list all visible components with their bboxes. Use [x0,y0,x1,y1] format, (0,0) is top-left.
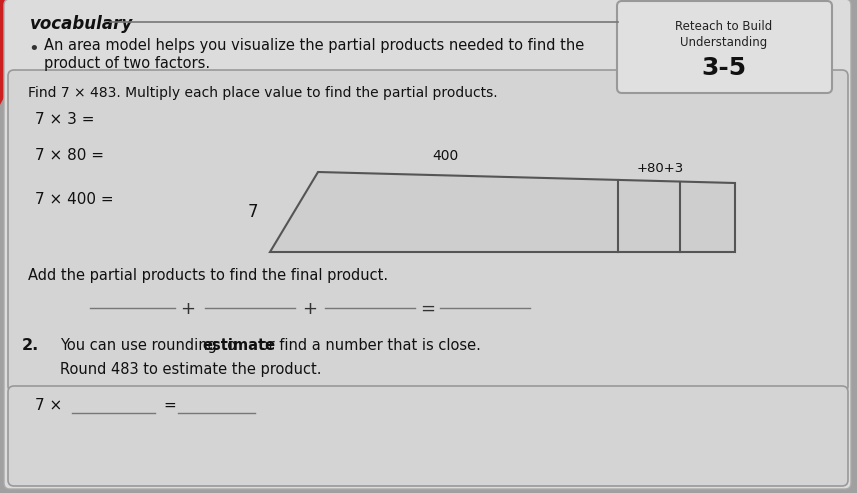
Text: =: = [421,300,435,318]
Text: =: = [163,398,176,413]
FancyBboxPatch shape [4,0,851,489]
Text: product of two factors.: product of two factors. [44,56,210,71]
Text: 7 × 80 =: 7 × 80 = [35,148,104,163]
Text: +80+3: +80+3 [637,162,684,175]
Text: 2.: 2. [22,338,39,353]
Text: Reteach to Build: Reteach to Build [675,20,773,33]
Text: 7 × 3 =: 7 × 3 = [35,112,94,127]
Text: 3-5: 3-5 [701,56,746,80]
Text: 7: 7 [248,203,258,221]
Text: An area model helps you visualize the partial products needed to find the: An area model helps you visualize the pa… [44,38,584,53]
Text: Find 7 × 483. Multiply each place value to find the partial products.: Find 7 × 483. Multiply each place value … [28,86,498,100]
Text: 400: 400 [432,149,458,163]
Polygon shape [270,172,735,252]
Text: vocabulary: vocabulary [30,15,133,33]
Text: 7 ×: 7 × [35,398,63,413]
Text: Round 483 to estimate the product.: Round 483 to estimate the product. [60,362,321,377]
Text: +: + [181,300,195,318]
Text: Understanding: Understanding [680,36,768,49]
Text: estimate: estimate [203,338,276,353]
FancyBboxPatch shape [8,70,848,392]
Text: or find a number that is close.: or find a number that is close. [255,338,481,353]
FancyBboxPatch shape [8,386,848,486]
FancyBboxPatch shape [617,1,832,93]
Text: +: + [303,300,317,318]
Polygon shape [0,0,55,105]
Text: 7 × 400 =: 7 × 400 = [35,192,114,207]
Text: •: • [28,40,39,58]
Text: You can use rounding to: You can use rounding to [60,338,241,353]
Text: Add the partial products to find the final product.: Add the partial products to find the fin… [28,268,388,283]
